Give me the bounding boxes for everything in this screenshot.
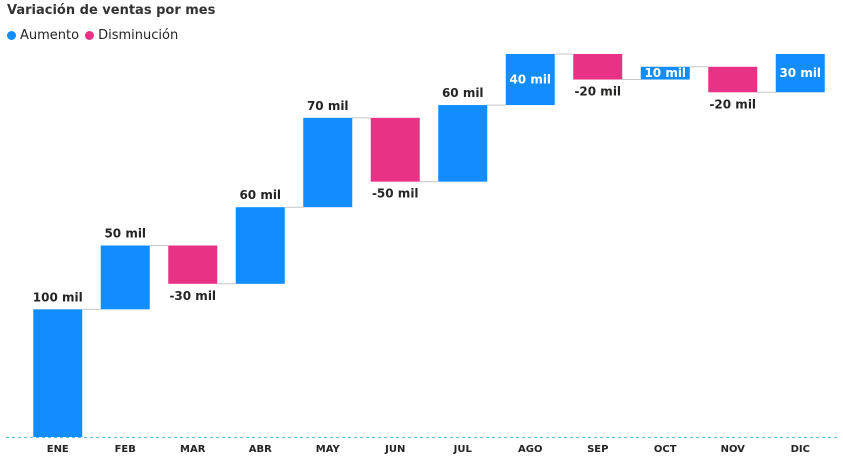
data-label-ene: 100 mil bbox=[33, 290, 83, 304]
data-labels: 100 mil 50 mil -30 mil 60 mil 70 mil -50 mil 6… bbox=[33, 66, 821, 304]
legend-marker-decrease bbox=[85, 31, 95, 40]
data-label-dic: 30 mil bbox=[779, 66, 821, 80]
chart-title: Variación de ventas por mes bbox=[7, 3, 216, 18]
data-label-sep: -20 mil bbox=[574, 85, 621, 99]
x-tick-sep: SEP bbox=[587, 444, 608, 455]
bar-oct[interactable] bbox=[640, 66, 690, 80]
bar-nov[interactable] bbox=[708, 66, 758, 93]
x-tick-feb: FEB bbox=[115, 444, 136, 455]
x-tick-mar: MAR bbox=[180, 444, 206, 455]
x-tick-abr: ABR bbox=[249, 444, 272, 455]
bar-feb[interactable] bbox=[100, 245, 150, 310]
x-tick-dic: DIC bbox=[791, 444, 810, 455]
bar-sep[interactable] bbox=[573, 54, 623, 80]
x-tick-ago: AGO bbox=[518, 444, 542, 455]
data-label-nov: -20 mil bbox=[709, 97, 756, 111]
bar-may[interactable] bbox=[303, 117, 353, 208]
legend-label-increase: Aumento bbox=[20, 28, 80, 43]
legend-label-decrease: Disminución bbox=[98, 28, 179, 43]
data-label-jul: 60 mil bbox=[442, 86, 484, 100]
x-tick-nov: NOV bbox=[721, 444, 746, 455]
x-tick-jul: JUL bbox=[453, 444, 473, 455]
data-label-may: 70 mil bbox=[307, 99, 349, 113]
data-label-abr: 60 mil bbox=[239, 188, 281, 202]
data-label-oct: 10 mil bbox=[644, 66, 686, 80]
data-label-jun: -50 mil bbox=[372, 187, 419, 201]
legend-item-decrease[interactable]: Disminución bbox=[85, 28, 178, 43]
data-label-mar: -30 mil bbox=[169, 289, 216, 303]
bar-abr[interactable] bbox=[235, 207, 285, 284]
bar-jul[interactable] bbox=[438, 105, 488, 182]
legend-item-increase[interactable]: Aumento bbox=[7, 28, 79, 43]
bar-mar[interactable] bbox=[168, 245, 218, 284]
x-tick-ene: ENE bbox=[47, 444, 69, 455]
bars bbox=[33, 54, 825, 437]
x-tick-jun: JUN bbox=[384, 444, 405, 455]
x-tick-may: MAY bbox=[316, 444, 341, 455]
connectors bbox=[82, 53, 776, 310]
bar-ene[interactable] bbox=[33, 309, 83, 437]
x-axis: ENE FEB MAR ABR MAY JUN JUL AGO SEP OCT NOV DIC bbox=[47, 444, 810, 455]
legend: Aumento Disminución bbox=[7, 28, 184, 43]
x-tick-oct: OCT bbox=[654, 444, 677, 455]
bar-dic[interactable] bbox=[775, 54, 825, 93]
bar-ago[interactable] bbox=[505, 54, 555, 106]
data-label-feb: 50 mil bbox=[104, 227, 146, 241]
bar-jun[interactable] bbox=[370, 117, 420, 182]
legend-marker-increase bbox=[7, 31, 16, 40]
data-label-ago: 40 mil bbox=[509, 73, 551, 87]
